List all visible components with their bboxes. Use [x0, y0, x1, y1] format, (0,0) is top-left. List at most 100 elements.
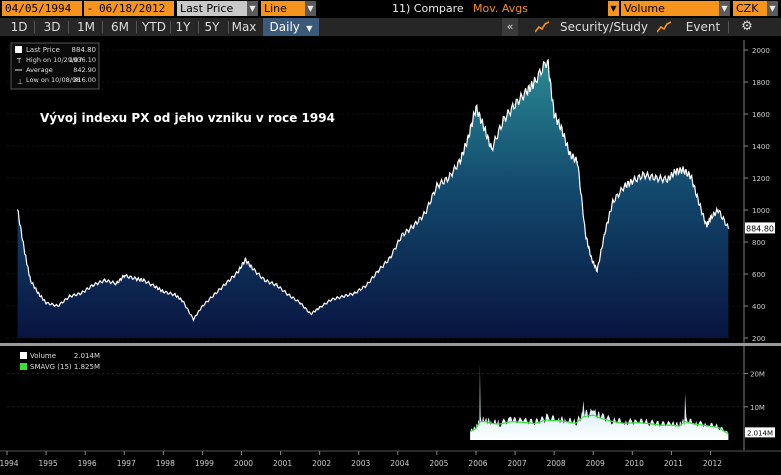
tab-max[interactable]: Max: [231, 20, 257, 34]
chevron-down-icon[interactable]: ▼: [767, 1, 778, 16]
tab-1y[interactable]: 1Y: [175, 20, 191, 34]
price-point: [643, 174, 645, 176]
price-point: [709, 217, 712, 219]
price-point: [546, 59, 549, 61]
price-point: [365, 284, 368, 286]
price-point: [299, 302, 301, 304]
price-point: [57, 305, 59, 307]
currency-select[interactable]: CZK: [733, 1, 767, 16]
price-point: [604, 231, 606, 233]
price-point: [174, 294, 176, 296]
end-date-field[interactable]: 06/18/2012: [96, 1, 174, 16]
legend-average-label: Average: [26, 66, 53, 74]
price-point: [727, 227, 730, 230]
event-button[interactable]: Event: [685, 20, 721, 34]
x-tick-label: 1997: [117, 459, 136, 468]
smavg-swatch: [20, 363, 27, 370]
price-point: [623, 185, 626, 187]
chart-icon[interactable]: [653, 18, 675, 36]
price-point: [666, 179, 669, 181]
price-point: [401, 235, 403, 237]
price-point: [553, 113, 555, 115]
double-chevron-left-icon[interactable]: «: [502, 18, 518, 36]
command-toolbar: 04/05/1994 - 06/18/2012 Last Price ▼ Lin…: [0, 0, 781, 18]
price-area-fill: [17, 60, 729, 338]
price-point: [561, 129, 563, 131]
period-toolbar: 1D 3D 1M 6M YTD 1Y 5Y Max Daily ▼ « Secu…: [0, 18, 781, 36]
price-point: [182, 300, 184, 302]
price-point: [244, 259, 246, 261]
tab-6m[interactable]: 6M: [111, 20, 129, 34]
price-point: [135, 278, 137, 280]
legend-low-value: 316.00: [73, 76, 96, 84]
chart-style-select[interactable]: Line: [261, 1, 305, 16]
price-point: [45, 302, 47, 304]
price-point: [459, 159, 461, 161]
chart-icon[interactable]: [531, 18, 553, 36]
tab-divider: [68, 21, 69, 33]
date-separator: -: [84, 1, 96, 16]
x-tick-label: 2007: [508, 459, 527, 468]
price-point: [342, 295, 344, 297]
price-line: [17, 58, 729, 322]
mov-avgs-button[interactable]: Mov. Avgs: [473, 2, 528, 15]
volume-legend-value: 2.014M: [74, 352, 100, 360]
compare-button[interactable]: 11) Compare: [392, 2, 464, 15]
volume-swatch: [20, 352, 27, 359]
gear-icon[interactable]: ⚙: [741, 19, 753, 34]
tab-1m[interactable]: 1M: [77, 20, 95, 34]
legend-box: [10, 42, 100, 90]
tab-3d[interactable]: 3D: [43, 20, 61, 34]
chevron-down-icon[interactable]: ▼: [719, 1, 730, 16]
price-point: [264, 279, 266, 281]
security-study-button[interactable]: Security/Study: [560, 20, 648, 34]
price-point: [354, 292, 356, 294]
chevron-down-icon[interactable]: ▼: [305, 1, 316, 16]
price-point: [104, 279, 106, 281]
volume-select[interactable]: Volume: [621, 1, 719, 16]
price-point: [68, 295, 71, 297]
start-date-field[interactable]: 04/05/1994: [2, 1, 82, 16]
volume-legend-label: Volume: [30, 352, 56, 360]
price-point: [655, 177, 657, 179]
price-point: [287, 294, 289, 296]
price-point: [631, 180, 633, 182]
x-tick-label: 2009: [586, 459, 605, 468]
price-point: [475, 107, 477, 109]
tab-daily[interactable]: Daily ▼: [263, 18, 319, 36]
price-point: [576, 161, 579, 163]
chart-annotation: Vývoj indexu PX od jeho vzniku v roce 19…: [40, 111, 335, 125]
volume-gridlines: [7, 373, 744, 408]
volume-legend: Volume 2.014M SMAVG (15) 1.825M: [20, 352, 100, 371]
last-volume-marker: 2.014M: [745, 427, 775, 438]
x-tick-label: 1996: [78, 459, 97, 468]
price-point: [483, 126, 485, 128]
legend-low-label: Low on 10/08/98: [26, 76, 80, 84]
price-field-select[interactable]: Last Price: [177, 1, 247, 16]
x-tick-label: 2010: [625, 459, 644, 468]
x-tick-label: 1994: [0, 459, 19, 468]
x-tick-label: 2006: [468, 459, 487, 468]
chevron-down-icon[interactable]: ▼: [247, 1, 258, 16]
price-point: [213, 294, 215, 296]
tab-1d[interactable]: 1D: [10, 20, 28, 34]
price-y-tick-label: 1600: [752, 111, 770, 119]
tab-divider: [136, 21, 137, 33]
price-y-tick-label: 1400: [752, 143, 770, 151]
price-point: [123, 275, 125, 277]
price-point: [23, 251, 26, 253]
price-point: [448, 177, 450, 179]
price-y-tick-label: 800: [752, 239, 765, 247]
tab-daily-label: Daily: [269, 20, 300, 34]
tab-5y[interactable]: 5Y: [204, 20, 220, 34]
last-price-marker: 884.80: [745, 222, 775, 234]
price-point: [319, 307, 321, 309]
price-point: [252, 268, 254, 270]
x-tick-label: 2003: [351, 459, 370, 468]
tab-ytd[interactable]: YTD: [142, 20, 166, 34]
price-point: [467, 137, 469, 139]
price-point: [92, 284, 94, 286]
chevron-down-icon[interactable]: ▼: [608, 1, 619, 16]
price-point: [377, 270, 379, 272]
price-point: [612, 201, 614, 203]
